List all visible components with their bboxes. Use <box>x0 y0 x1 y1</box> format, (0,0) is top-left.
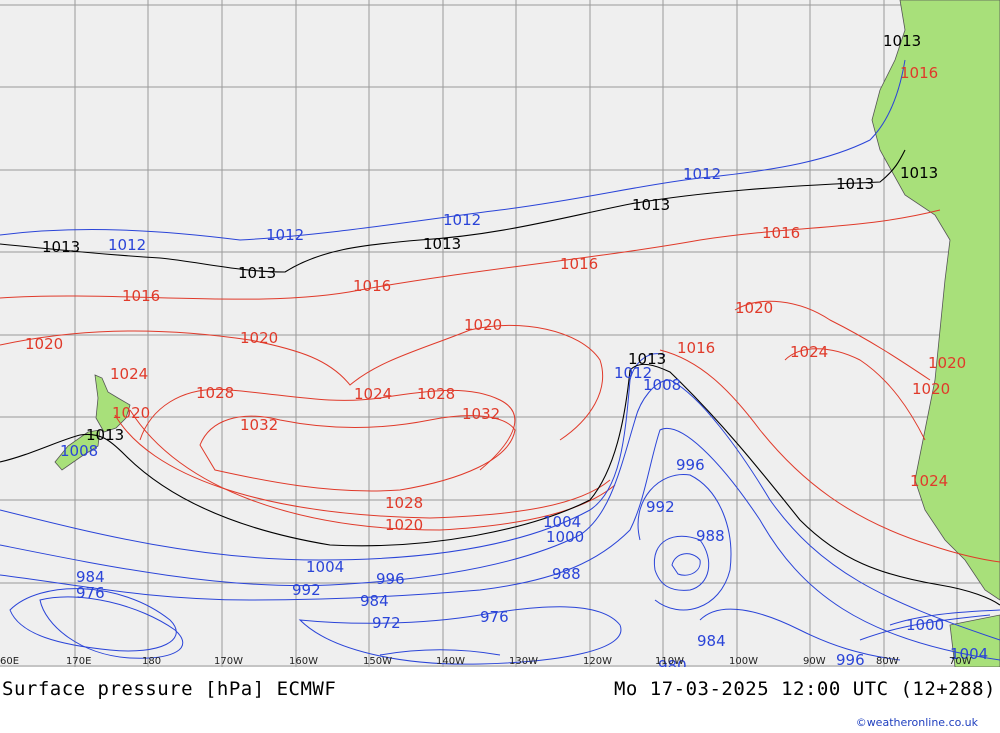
isobar-label: 996 <box>676 456 705 474</box>
isobar-label: 988 <box>696 527 725 545</box>
isobar-label: 1020 <box>240 329 278 347</box>
footer <box>0 667 1000 733</box>
isobar-label: 988 <box>552 565 581 583</box>
isobar-label: 1013 <box>628 350 666 368</box>
isobar-label: 1016 <box>353 277 391 295</box>
isobar-label: 1008 <box>643 376 681 394</box>
isobar-label: 1012 <box>443 211 481 229</box>
isobar-label: 1020 <box>912 380 950 398</box>
isobar-label: 992 <box>292 581 321 599</box>
longitude-tick-label: 60E <box>0 656 19 667</box>
isobar-label: 1016 <box>900 64 938 82</box>
isobar-label: 1016 <box>560 255 598 273</box>
longitude-tick-label: 170W <box>214 656 243 667</box>
isobar-label: 1012 <box>108 236 146 254</box>
isobar-label: 1028 <box>417 385 455 403</box>
isobar-label: 1013 <box>423 235 461 253</box>
isobar-label: 1024 <box>354 385 392 403</box>
isobar-label: 984 <box>697 632 726 650</box>
longitude-tick-label: 160W <box>289 656 318 667</box>
longitude-axis: 60E 170E 180 170W 160W 150W 140W 130W 120W 110W 10… <box>0 656 972 667</box>
longitude-tick-label: 120W <box>583 656 612 667</box>
isobar-label: 976 <box>480 608 509 626</box>
isobar-label: 996 <box>376 570 405 588</box>
isobar-label: 1013 <box>883 32 921 50</box>
isobar-label: 1013 <box>42 238 80 256</box>
longitude-tick-label: 80W <box>876 656 899 667</box>
longitude-tick-label: 90W <box>803 656 826 667</box>
isobar-label: 1013 <box>86 426 124 444</box>
longitude-tick-label: 70W <box>949 656 972 667</box>
isobar-label: 992 <box>646 498 675 516</box>
longitude-tick-label: 170E <box>66 656 91 667</box>
isobar-label: 1020 <box>464 316 502 334</box>
isobar-labels: 1013101310131013101310131013101310131012… <box>25 32 988 667</box>
isobar-label: 1024 <box>790 343 828 361</box>
isobars-high <box>0 209 1000 563</box>
isobar-label: 1013 <box>632 196 670 214</box>
longitude-tick-label: 140W <box>436 656 465 667</box>
valid-time: Mo 17-03-2025 12:00 UTC (12+288) <box>613 678 996 700</box>
isobar-label: 1020 <box>385 516 423 534</box>
isobar-label: 1020 <box>735 299 773 317</box>
chart-title: Surface pressure [hPa] ECMWF <box>2 678 337 700</box>
isobar-label: 1028 <box>196 384 234 402</box>
isobar-label: 1012 <box>266 226 304 244</box>
isobar-label: 1004 <box>543 513 581 531</box>
isobar-label: 1013 <box>900 164 938 182</box>
isobar-label: 1013 <box>836 175 874 193</box>
longitude-tick-label: 100W <box>729 656 758 667</box>
isobar-label: 984 <box>360 592 389 610</box>
isobar-label: 1008 <box>60 442 98 460</box>
longitude-tick-label: 130W <box>509 656 538 667</box>
isobar-label: 1004 <box>950 645 988 663</box>
isobar-label: 1012 <box>683 165 721 183</box>
isobar-label: 980 <box>658 657 687 667</box>
longitude-tick-label: 150W <box>363 656 392 667</box>
south-america-land <box>871 0 1000 601</box>
isobar-label: 1032 <box>240 416 278 434</box>
isobar-label: 1016 <box>762 224 800 242</box>
new-zealand-north-island <box>94 374 131 433</box>
isobar-label: 972 <box>372 614 401 632</box>
isobar-label: 1013 <box>238 264 276 282</box>
credit-link[interactable]: ©weatheronline.co.uk <box>855 716 978 729</box>
isobar-label: 1024 <box>910 472 948 490</box>
isobar-label: 1028 <box>385 494 423 512</box>
isobars-low <box>0 59 1000 665</box>
longitude-tick-label: 110W <box>655 656 684 667</box>
isobar-label: 1016 <box>122 287 160 305</box>
isobar-label: 1004 <box>306 558 344 576</box>
new-zealand-south-island <box>54 429 101 471</box>
isobar-label: 1000 <box>546 528 584 546</box>
isobar-label: 1032 <box>462 405 500 423</box>
isobars-1013 <box>0 149 1000 606</box>
pressure-map: 1013 1013 1013 1013 1013 1013 1013 1013 1013 1012… <box>0 0 1000 667</box>
isobar-label: 1020 <box>112 404 150 422</box>
isobar-label: 1024 <box>110 365 148 383</box>
isobar-label: 996 <box>836 651 865 667</box>
map-canvas: 1013101310131013101310131013101310131012… <box>0 0 1000 667</box>
longitude-tick-label: 180 <box>142 656 161 667</box>
isobar-label: 1000 <box>906 616 944 634</box>
isobar-label: 1020 <box>25 335 63 353</box>
isobar-label: 976 <box>76 584 105 602</box>
isobar-label: 984 <box>76 568 105 586</box>
isobar-label: 1020 <box>928 354 966 372</box>
isobar-label: 1016 <box>677 339 715 357</box>
isobar-label: 1012 <box>614 364 652 382</box>
